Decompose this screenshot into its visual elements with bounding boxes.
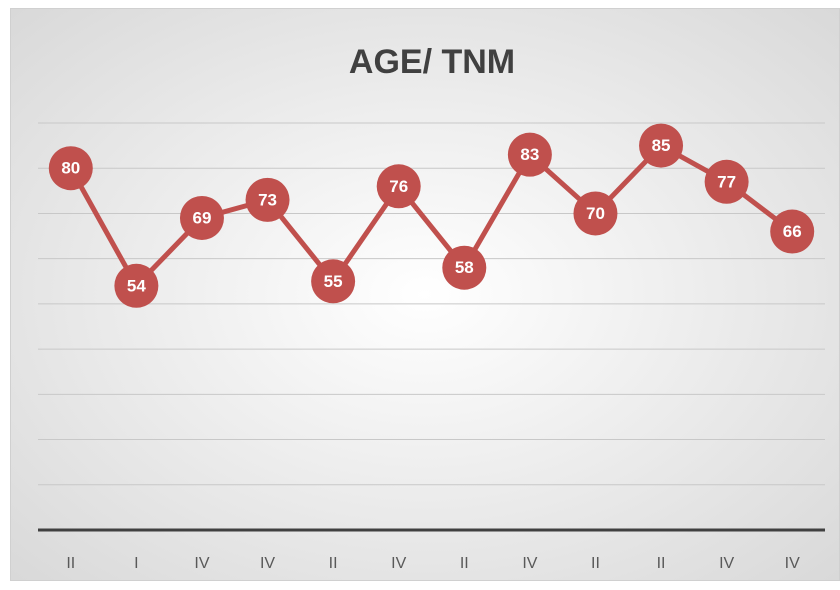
data-label: 54: [127, 276, 146, 295]
data-label: 77: [717, 172, 736, 191]
data-label: 69: [192, 208, 211, 227]
x-tick-label: IV: [719, 555, 734, 572]
x-tick-label: II: [591, 555, 600, 572]
data-point: [311, 259, 356, 304]
x-tick-label: II: [66, 555, 75, 572]
data-point: [639, 123, 684, 168]
data-point: [179, 195, 224, 240]
data-point: [245, 177, 290, 222]
data-point: [48, 146, 93, 191]
chart-title: AGE/ TNM: [349, 43, 515, 81]
data-label: 66: [783, 222, 802, 241]
data-label: 83: [520, 145, 539, 164]
x-tick-label: IV: [522, 555, 537, 572]
x-tick-label: IV: [391, 555, 406, 572]
data-point: [573, 191, 618, 236]
data-point: [114, 263, 159, 308]
data-label: 85: [652, 136, 671, 155]
data-label: 58: [455, 258, 474, 277]
data-label: 76: [389, 177, 408, 196]
data-point: [770, 209, 815, 254]
data-point: [376, 164, 421, 209]
data-point: [442, 245, 487, 290]
x-tick-label: IV: [194, 555, 209, 572]
data-point: [507, 132, 552, 177]
x-tick-label: IV: [260, 555, 275, 572]
x-tick-label: II: [329, 555, 338, 572]
data-label: 55: [324, 272, 343, 291]
data-label: 80: [61, 159, 80, 178]
x-tick-label: IV: [785, 555, 800, 572]
x-tick-label: II: [657, 555, 666, 572]
data-point: [704, 159, 749, 204]
x-tick-label: I: [134, 555, 138, 572]
x-tick-label: II: [460, 555, 469, 572]
data-label: 70: [586, 204, 605, 223]
data-label: 73: [258, 190, 277, 209]
